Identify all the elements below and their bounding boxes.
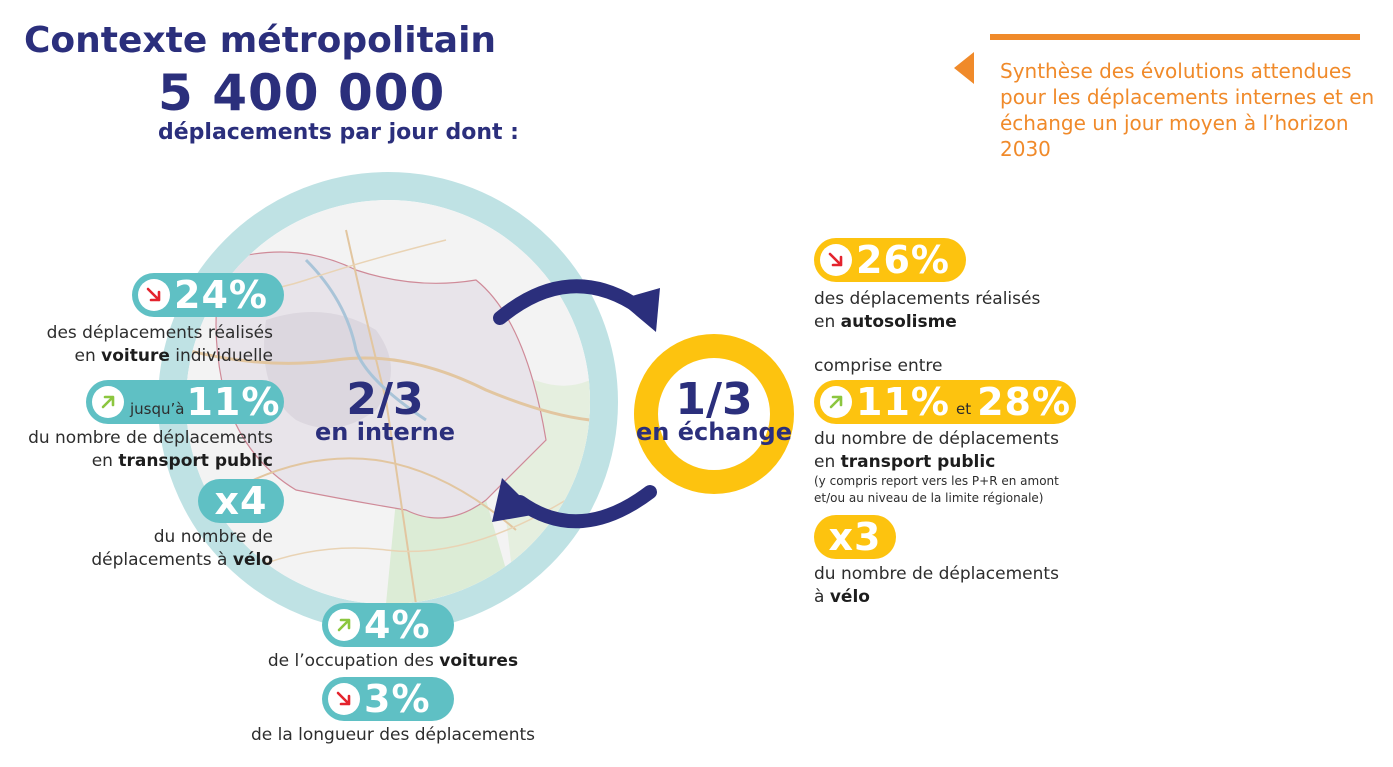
- internal-fraction: 2/3: [346, 374, 424, 425]
- internal-length-desc: de la longueur des déplacements: [250, 725, 536, 745]
- arrow-up-right-icon: [92, 386, 124, 418]
- exchange-bike-desc: du nombre de déplacements à vélo: [814, 564, 1059, 607]
- arrow-down-right-icon: [328, 683, 360, 715]
- arrow-up-right-icon: [328, 609, 360, 641]
- internal-transit-pill: jusqu’à 11%: [86, 380, 284, 424]
- internal-occupancy-desc: de l’occupation des voitures: [267, 651, 519, 671]
- exchange-transit-joiner: et: [955, 400, 972, 418]
- internal-car-pill: 24%: [132, 273, 284, 317]
- internal-label: en interne: [315, 418, 455, 446]
- internal-length-pill: 3%: [322, 677, 454, 721]
- total-trips-number: 5 400 000: [158, 64, 446, 122]
- synthesis-rule: [990, 34, 1360, 40]
- exchange-transit-desc: du nombre de déplacements en transport p…: [814, 429, 1059, 472]
- exchange-autosolo-desc: des déplacements réalisés en autosolisme: [814, 289, 1041, 332]
- internal-occupancy-value: 4%: [364, 603, 431, 647]
- internal-bike-desc: du nombre de déplacements à vélo: [91, 527, 273, 570]
- exchange-transit-intro: comprise entre: [814, 356, 943, 376]
- triangle-left-icon: [954, 52, 974, 84]
- exchange-transit-note: (y compris report vers les P+R en amont …: [814, 474, 1059, 505]
- exchange-transit-pill: 11% et 28%: [814, 380, 1076, 424]
- internal-transit-value: 11%: [186, 380, 281, 424]
- exchange-autosolo-value: 26%: [856, 238, 950, 282]
- internal-length-value: 3%: [364, 677, 431, 721]
- exchange-fraction: 1/3: [675, 374, 753, 425]
- internal-transit-prefix: jusqu’à: [130, 400, 185, 418]
- page-title: Contexte métropolitain: [24, 20, 497, 61]
- circular-arrows-icon: [492, 279, 660, 529]
- exchange-bike-value: x3: [828, 515, 882, 559]
- internal-car-desc: des déplacements réalisés en voiture ind…: [46, 323, 273, 366]
- exchange-transit-value-a: 11%: [856, 380, 950, 424]
- page-subtitle: déplacements par jour dont :: [158, 120, 519, 145]
- exchange-label: en échange: [635, 418, 793, 446]
- internal-occupancy-pill: 4%: [322, 603, 454, 647]
- synthesis-text: Synthèse des évolutions attendues pour l…: [1000, 59, 1375, 161]
- exchange-bike-pill: x3: [814, 515, 896, 559]
- exchange-autosolo-pill: 26%: [814, 238, 966, 282]
- internal-car-value: 24%: [174, 273, 268, 317]
- arrow-down-right-icon: [138, 279, 170, 311]
- arrow-down-right-icon: [820, 244, 852, 276]
- internal-bike-pill: x4: [198, 479, 284, 523]
- internal-bike-value: x4: [214, 479, 268, 523]
- internal-transit-desc: du nombre de déplacements en transport p…: [28, 428, 273, 471]
- exchange-transit-value-b: 28%: [977, 380, 1072, 424]
- arrow-up-right-icon: [820, 386, 852, 418]
